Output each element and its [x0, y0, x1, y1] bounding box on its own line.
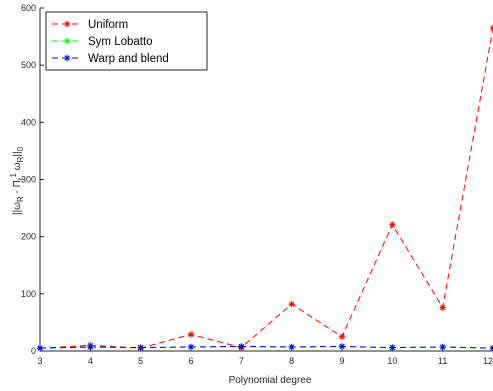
legend-marker — [64, 21, 70, 27]
x-tick-label: 12 — [483, 356, 493, 366]
series-line-uniform — [40, 28, 493, 348]
data-point-uniform — [188, 331, 194, 337]
y-tick-label: 100 — [21, 289, 36, 299]
legend-label: Sym Lobatto — [88, 36, 153, 48]
data-point-warp-and-blend — [389, 344, 395, 350]
data-point-warp-and-blend — [37, 345, 43, 351]
data-point-uniform — [339, 334, 345, 340]
x-axis-label: Polynomial degree — [229, 375, 312, 386]
x-tick-label: 10 — [387, 356, 397, 366]
y-tick-label: 500 — [21, 60, 36, 70]
data-point-warp-and-blend — [238, 343, 244, 349]
data-point-uniform — [389, 221, 395, 227]
legend-label: Warp and blend — [88, 53, 169, 65]
series-lines — [37, 25, 493, 352]
legend-label: Uniform — [88, 19, 128, 31]
x-tick-label: 7 — [239, 356, 244, 366]
data-point-warp-and-blend — [188, 344, 194, 350]
legend: Uniform Sym Lobatto Warp and blend — [46, 12, 207, 70]
y-tick-label: 600 — [21, 3, 36, 13]
x-tick-label: 4 — [88, 356, 93, 366]
data-point-warp-and-blend — [439, 344, 445, 350]
y-tick-label: 200 — [21, 232, 36, 242]
data-point-uniform — [439, 304, 445, 310]
series-line-warp-and-blend — [40, 346, 493, 348]
x-tick-label: 9 — [339, 356, 344, 366]
y-tick-label: 400 — [21, 117, 36, 127]
data-point-warp-and-blend — [288, 344, 294, 350]
data-point-uniform — [288, 301, 294, 307]
data-point-warp-and-blend — [137, 344, 143, 350]
y-tick-label: 0 — [31, 346, 36, 356]
x-tick-label: 8 — [289, 356, 294, 366]
legend-marker — [64, 38, 70, 44]
x-tick-labels: 3 4 5 6 7 8 9 10 11 12 — [37, 356, 493, 366]
data-point-warp-and-blend — [87, 344, 93, 350]
legend-marker — [64, 55, 70, 61]
x-tick-label: 3 — [37, 356, 42, 366]
x-tick-label: 11 — [438, 356, 447, 366]
data-point-warp-and-blend — [339, 343, 345, 349]
x-tick-label: 5 — [138, 356, 143, 366]
y-axis-label: ||ωR - Πr1 ωR||0 — [9, 146, 25, 215]
x-tick-label: 6 — [188, 356, 193, 366]
